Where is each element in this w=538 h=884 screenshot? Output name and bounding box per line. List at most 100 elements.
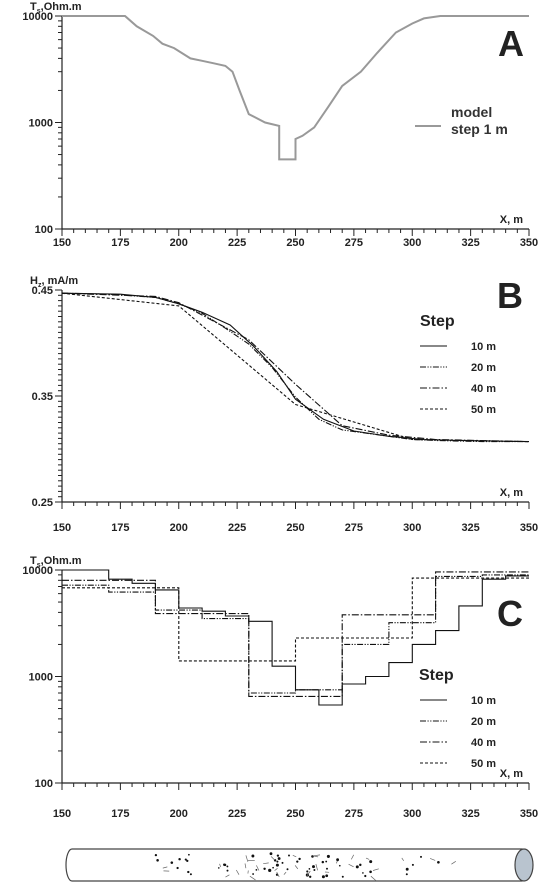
y-tick-label: 0.25 bbox=[32, 497, 53, 509]
tube-particle bbox=[226, 865, 229, 868]
tube-particle bbox=[359, 863, 362, 867]
tube-particle bbox=[411, 863, 414, 866]
tube-fiber bbox=[294, 865, 299, 870]
series-line-20-m bbox=[61, 292, 529, 443]
x-tick-label: 325 bbox=[461, 237, 479, 249]
legend-label: 10 m bbox=[471, 695, 496, 707]
tube-particle bbox=[296, 860, 299, 863]
tube-particle bbox=[217, 867, 220, 869]
tube-particle bbox=[306, 870, 309, 873]
tube-particle bbox=[189, 873, 192, 876]
panel-b-chart: B 150 175 200 225 250 275 300 325 350 0.25 0.35 0.4… bbox=[30, 275, 538, 534]
y-tick-label: 0.35 bbox=[32, 391, 53, 403]
tube-illustration bbox=[65, 848, 534, 882]
tube-fiber bbox=[245, 855, 249, 862]
tube-fiber bbox=[372, 868, 379, 871]
y-axis-title: Ts,Ohm.m bbox=[30, 555, 82, 569]
tube-fiber bbox=[370, 875, 377, 881]
tube-particle bbox=[255, 869, 258, 871]
tube-fiber bbox=[263, 862, 269, 865]
tube-particle bbox=[405, 873, 408, 876]
tube-fiber bbox=[219, 863, 221, 868]
tube-particle bbox=[321, 860, 325, 864]
tube-particle bbox=[288, 854, 290, 857]
tube-particle bbox=[275, 863, 279, 867]
x-tick-label: 350 bbox=[520, 237, 538, 249]
series-line-10-m bbox=[62, 569, 529, 706]
x-tick-label: 250 bbox=[286, 808, 304, 820]
tube-particle bbox=[178, 857, 181, 861]
tube-particle bbox=[311, 855, 314, 858]
x-axis-title: X, m bbox=[500, 487, 523, 499]
x-tick-label: 325 bbox=[461, 522, 479, 534]
tube-particle bbox=[321, 875, 325, 879]
x-tick-label: 350 bbox=[520, 522, 538, 534]
tube-fiber bbox=[276, 871, 280, 877]
tube-particle bbox=[420, 855, 422, 858]
tube-particle bbox=[277, 857, 281, 860]
x-tick-label: 200 bbox=[170, 237, 188, 249]
x-tick-label: 275 bbox=[345, 237, 363, 249]
tube-particle bbox=[336, 858, 340, 862]
tube-particle bbox=[276, 860, 279, 863]
tube-fiber bbox=[451, 861, 456, 865]
tube-fiber bbox=[274, 868, 278, 871]
panel-b-letter: B bbox=[497, 275, 523, 316]
series-line-50-m bbox=[61, 292, 530, 443]
tube-fiber bbox=[225, 874, 230, 878]
tube-particle bbox=[312, 865, 315, 869]
tube-particle bbox=[272, 866, 274, 869]
tube-particle bbox=[369, 860, 373, 864]
x-tick-label: 275 bbox=[345, 522, 363, 534]
legend-label: model bbox=[451, 104, 492, 120]
x-tick-label: 200 bbox=[170, 808, 188, 820]
tube-particle bbox=[263, 867, 266, 870]
y-tick-label: 100 bbox=[35, 778, 53, 790]
legend-label: 40 m bbox=[471, 737, 496, 749]
tube-fiber bbox=[270, 856, 276, 861]
series-line-20-m bbox=[62, 574, 529, 694]
tube-end bbox=[514, 848, 534, 882]
x-tick-label: 325 bbox=[461, 808, 479, 820]
y-tick-label: 10000 bbox=[22, 565, 53, 577]
x-tick-label: 275 bbox=[345, 808, 363, 820]
tube-fiber bbox=[256, 865, 260, 871]
tube-particle bbox=[176, 866, 179, 870]
series-line-40-m bbox=[61, 292, 530, 443]
x-tick-label: 150 bbox=[53, 522, 71, 534]
tube-particle bbox=[364, 874, 367, 878]
y-tick-label: 1000 bbox=[29, 672, 53, 684]
y-tick-label: 0.45 bbox=[32, 285, 53, 297]
tube-particle bbox=[187, 870, 190, 874]
x-tick-label: 175 bbox=[111, 522, 129, 534]
tube-particle bbox=[276, 854, 280, 857]
legend-label: 20 m bbox=[471, 362, 496, 374]
tube-particle bbox=[369, 870, 372, 874]
x-tick-label: 250 bbox=[286, 522, 304, 534]
tube-fiber bbox=[315, 863, 318, 871]
panel-c-chart: C 150 175 200 225 250 275 300 325 350 100 1000 1000… bbox=[22, 555, 538, 820]
tube-fiber bbox=[348, 863, 354, 868]
legend-label: 40 m bbox=[471, 383, 496, 395]
legend-label: 20 m bbox=[471, 716, 496, 728]
legend-label: 50 m bbox=[471, 758, 496, 770]
tube-particle bbox=[286, 868, 289, 871]
tube-particle bbox=[313, 869, 316, 871]
legend-label: 50 m bbox=[471, 404, 496, 416]
x-tick-label: 150 bbox=[53, 808, 71, 820]
tube-fiber bbox=[313, 854, 321, 857]
tube-particle bbox=[338, 864, 341, 867]
tube-particle bbox=[170, 861, 174, 864]
tube-particle bbox=[251, 854, 255, 858]
tube-fiber bbox=[429, 858, 436, 861]
tube-particle bbox=[325, 860, 328, 863]
tube-particle bbox=[268, 868, 272, 872]
y-axis-title: Hz, mA/m bbox=[30, 275, 78, 289]
tube-fiber bbox=[244, 863, 247, 869]
tube-particle bbox=[188, 853, 190, 856]
x-axis-title: X, m bbox=[500, 768, 523, 780]
tube-particle bbox=[252, 873, 255, 875]
x-tick-label: 300 bbox=[403, 237, 421, 249]
series-line-model-step-1-m bbox=[62, 15, 529, 161]
